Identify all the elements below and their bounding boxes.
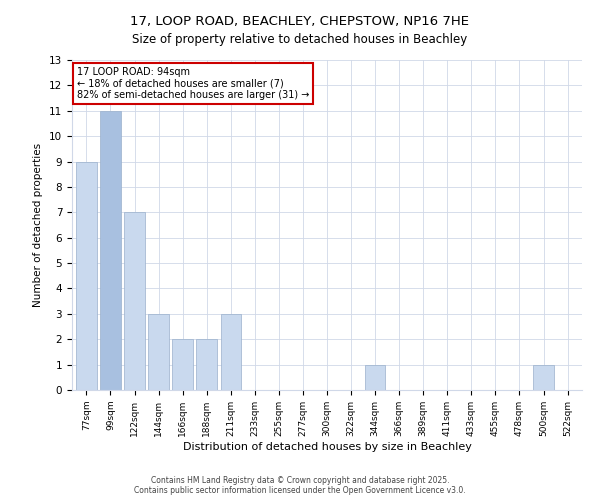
Text: Contains HM Land Registry data © Crown copyright and database right 2025.
Contai: Contains HM Land Registry data © Crown c… bbox=[134, 476, 466, 495]
Bar bbox=[100, 111, 121, 390]
Text: Size of property relative to detached houses in Beachley: Size of property relative to detached ho… bbox=[133, 32, 467, 46]
Y-axis label: Number of detached properties: Number of detached properties bbox=[34, 143, 43, 307]
Bar bbox=[76, 162, 97, 390]
Text: 17, LOOP ROAD, BEACHLEY, CHEPSTOW, NP16 7HE: 17, LOOP ROAD, BEACHLEY, CHEPSTOW, NP16 … bbox=[131, 15, 470, 28]
Bar bbox=[172, 339, 193, 390]
Bar bbox=[365, 364, 385, 390]
Bar bbox=[533, 364, 554, 390]
Bar bbox=[221, 314, 241, 390]
Bar bbox=[148, 314, 169, 390]
Bar bbox=[196, 339, 217, 390]
Bar bbox=[124, 212, 145, 390]
Text: 17 LOOP ROAD: 94sqm
← 18% of detached houses are smaller (7)
82% of semi-detache: 17 LOOP ROAD: 94sqm ← 18% of detached ho… bbox=[77, 66, 310, 100]
X-axis label: Distribution of detached houses by size in Beachley: Distribution of detached houses by size … bbox=[182, 442, 472, 452]
